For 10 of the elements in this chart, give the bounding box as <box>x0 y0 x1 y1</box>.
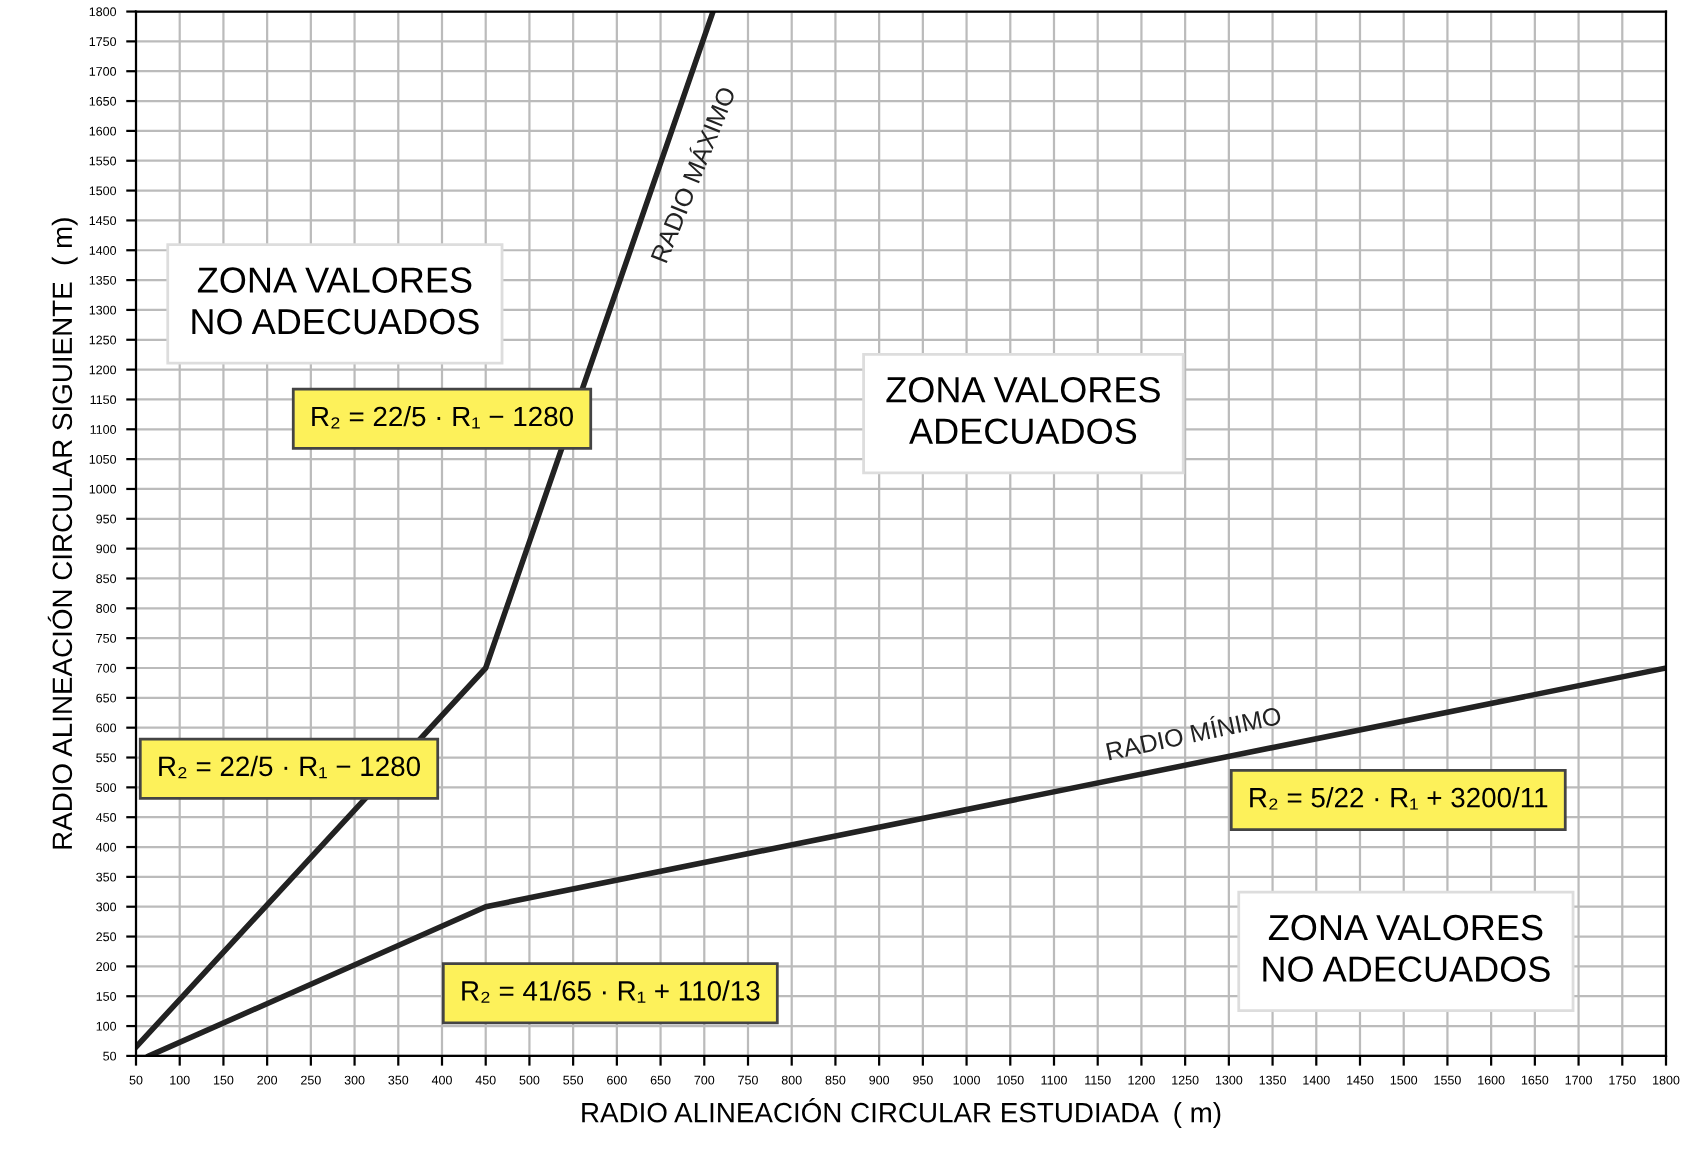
annotation: ZONA VALORES ADECUADOS <box>886 376 1160 445</box>
annotation: R₂ = 22/5 · R₁ − 1280 <box>159 755 420 779</box>
annotation: R₂ = 22/5 · R₁ − 1280 <box>312 405 573 429</box>
annotation: ZONA VALORES NO ADECUADOS <box>1263 914 1550 982</box>
x-axis-title: RADIO ALINEACIÓN CIRCULAR ESTUDIADA ( m) <box>582 1098 1221 1128</box>
annotation: R₂ = 5/22 · R₁ + 3200/11 <box>1250 787 1548 810</box>
text: RADIO MÍNIMO <box>1105 702 1282 761</box>
y-axis-title: RADIO ALINEACIÓN CIRCULAR SIGUIENTE ( m) <box>47 218 78 849</box>
annotation: ZONA VALORES NO ADECUADOS <box>192 267 479 335</box>
annotation: R₂ = 41/65 · R₁ + 110/13 <box>462 980 760 1003</box>
